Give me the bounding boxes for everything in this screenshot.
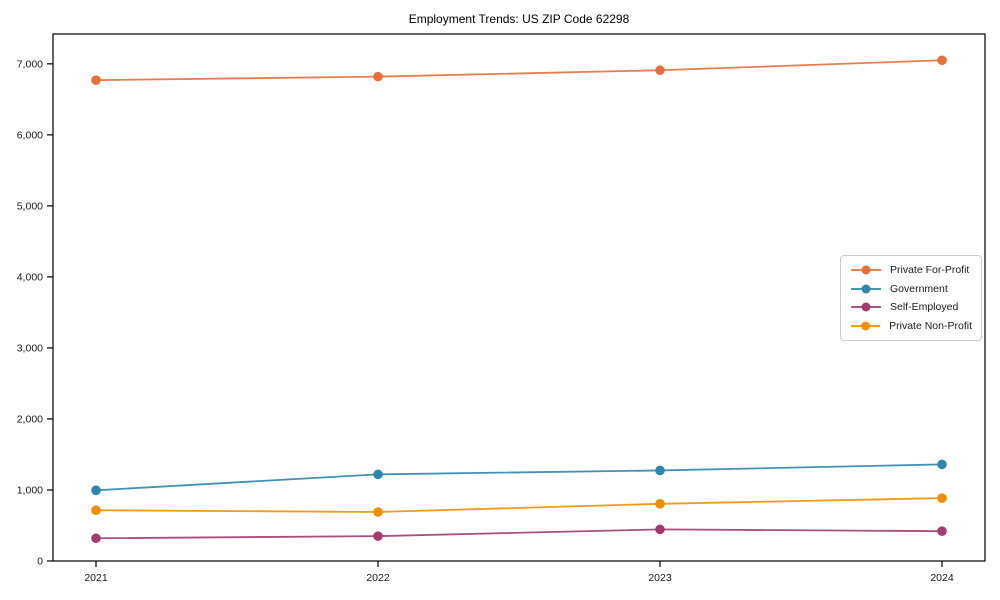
series-line-private-non-profit <box>95 497 943 513</box>
data-point-private-for-profit-2023 <box>655 65 665 76</box>
y-tick-label: 6,000 <box>17 129 43 141</box>
data-point-self-employed-2023 <box>655 524 665 535</box>
y-tick-label: 1,000 <box>17 484 43 496</box>
y-tick-label: 5,000 <box>17 200 43 212</box>
legend-label: Government <box>890 282 948 295</box>
legend-item-private-non-profit: Private Non-Profit <box>850 317 972 336</box>
legend-swatch-line-dot-icon <box>851 284 881 294</box>
series-line-self-employed <box>95 528 943 540</box>
data-point-government-2022 <box>373 469 383 480</box>
data-point-private-for-profit-2022 <box>373 71 383 82</box>
x-tick-label: 2021 <box>84 572 108 584</box>
legend-label: Private Non-Profit <box>889 319 972 332</box>
legend-item-private-for-profit: Private For-Profit <box>850 261 972 280</box>
data-point-private-for-profit-2024 <box>937 55 947 66</box>
data-point-government-2023 <box>655 465 665 476</box>
data-point-private-for-profit-2021 <box>91 75 101 85</box>
chart-title: Employment Trends: US ZIP Code 62298 <box>408 12 630 26</box>
legend-swatch-line-dot-icon <box>851 265 881 275</box>
legend-swatch-line-dot-icon <box>851 302 881 312</box>
legend: Private For-Profit Government Self-Emplo… <box>840 255 982 341</box>
y-tick-label: 2,000 <box>17 413 43 425</box>
data-point-government-2021 <box>91 485 101 496</box>
series-line-government <box>95 463 943 492</box>
series-line-private-for-profit <box>95 59 943 82</box>
data-point-self-employed-2022 <box>373 531 383 541</box>
x-tick-label: 2024 <box>930 572 954 584</box>
data-point-private-non-profit-2024 <box>937 493 947 503</box>
y-tick-label: 7,000 <box>17 58 43 70</box>
legend-item-government: Government <box>850 280 972 299</box>
data-point-self-employed-2021 <box>91 533 101 544</box>
data-point-private-non-profit-2022 <box>373 507 383 517</box>
data-point-self-employed-2024 <box>937 526 947 536</box>
legend-label: Self-Employed <box>890 301 959 314</box>
legend-item-self-employed: Self-Employed <box>850 298 972 317</box>
x-tick-label: 2022 <box>366 572 390 584</box>
y-tick-label: 4,000 <box>17 271 43 283</box>
data-point-private-non-profit-2023 <box>655 499 665 509</box>
data-point-private-non-profit-2021 <box>91 505 101 516</box>
data-point-government-2024 <box>937 459 947 470</box>
plot-border <box>52 33 986 562</box>
legend-label: Private For-Profit <box>890 264 970 277</box>
y-tick-label: 3,000 <box>17 342 43 354</box>
y-tick-label: 0 <box>37 556 43 568</box>
x-tick-label: 2023 <box>648 572 672 584</box>
legend-swatch-line-dot-icon <box>850 321 881 331</box>
